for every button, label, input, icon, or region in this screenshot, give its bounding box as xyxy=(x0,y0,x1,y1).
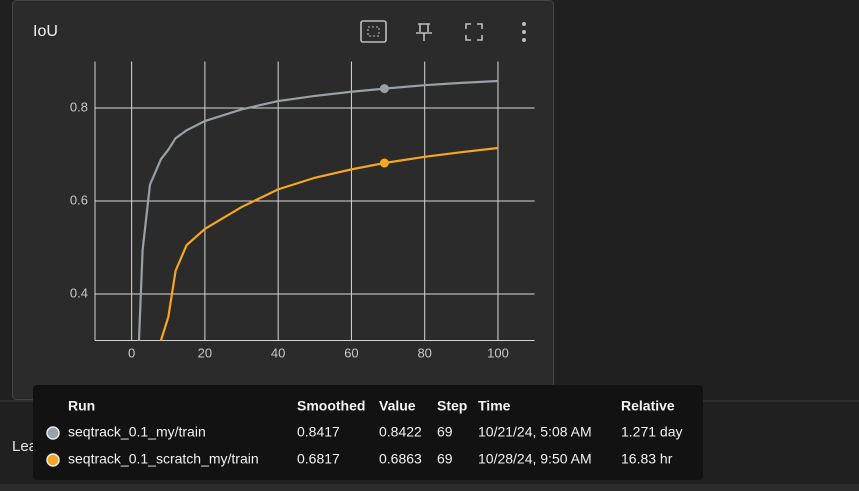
cell: 0.8422 xyxy=(379,424,422,440)
cell: 69 xyxy=(437,451,453,467)
x-tick-label: 60 xyxy=(344,345,358,360)
y-tick-label: 0.6 xyxy=(70,192,88,207)
column-header: Value xyxy=(379,398,416,414)
tooltip-table: Run Smoothed Value Step Time Relative seqtrack… xyxy=(46,398,683,467)
x-tick-label: 20 xyxy=(198,345,212,360)
cell: seqtrack_0.1_my/train xyxy=(68,424,206,440)
cell: 10/21/24, 5:08 AM xyxy=(478,424,592,440)
card-title: IoU xyxy=(33,23,58,40)
cell: 69 xyxy=(437,424,453,440)
cell: 0.6863 xyxy=(379,451,422,467)
tooltip xyxy=(33,385,703,480)
series-line xyxy=(159,146,499,341)
x-tick-label: 100 xyxy=(487,345,509,360)
bottom-strip xyxy=(0,484,859,491)
column-header: Time xyxy=(478,398,511,414)
x-tick-label: 40 xyxy=(271,345,285,360)
run-swatch xyxy=(46,453,60,467)
run-swatch xyxy=(46,426,60,440)
fit-domain-button[interactable] xyxy=(360,20,387,43)
y-tick-label: 0.8 xyxy=(70,99,88,114)
card xyxy=(12,0,554,400)
column-header: Smoothed xyxy=(297,398,365,414)
column-header: Relative xyxy=(621,398,675,414)
hover-point xyxy=(379,158,389,168)
x-tick-label: 80 xyxy=(417,345,431,360)
cell: 1.271 day xyxy=(621,424,683,440)
x-tick-label: 0 xyxy=(128,345,135,360)
series-line xyxy=(137,79,499,341)
pin-button[interactable] xyxy=(416,23,432,41)
fullscreen-button[interactable] xyxy=(465,23,483,41)
column-header: Step xyxy=(437,398,467,414)
plot-area: 0.4 0.6 0.8 0 20 40 60 80 100 xyxy=(70,61,535,360)
cell: 10/28/24, 9:50 AM xyxy=(478,451,592,467)
y-tick-label: 0.4 xyxy=(70,285,88,300)
cell: 0.8417 xyxy=(297,424,340,440)
cell: seqtrack_0.1_scratch_my/train xyxy=(68,451,259,467)
column-header: Run xyxy=(68,398,95,414)
hover-point xyxy=(379,84,389,94)
cell: 16.83 hr xyxy=(621,451,673,467)
menu-button[interactable] xyxy=(522,22,526,42)
cell: 0.6817 xyxy=(297,451,340,467)
